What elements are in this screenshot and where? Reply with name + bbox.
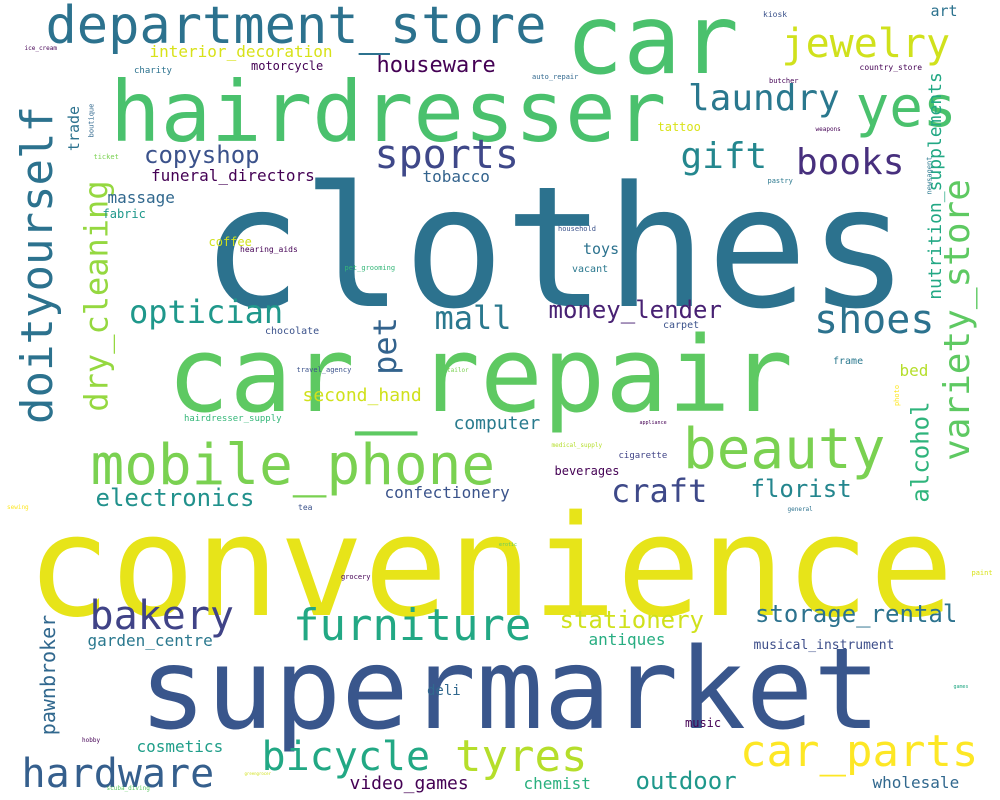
word-toys: toys [583, 239, 620, 258]
word-video-games: video_games [349, 773, 469, 794]
word-games: games [953, 683, 969, 690]
word-art: art [930, 1, 958, 20]
word-pastry: pastry [767, 176, 793, 185]
word-interior-decoration: interior_decoration [149, 42, 333, 61]
word-pet: pet [365, 317, 404, 375]
word-scuba-diving: scuba_diving [106, 785, 150, 792]
word-tobacco: tobacco [422, 167, 490, 186]
word-jewelry: jewelry [781, 21, 951, 67]
word-garden-centre: garden_centre [87, 631, 213, 650]
word-household: household [558, 224, 596, 233]
word-houseware: houseware [376, 53, 496, 78]
word-tattoo: tattoo [657, 120, 701, 134]
word-computer: computer [453, 413, 541, 434]
word-sewing: sewing [7, 504, 29, 511]
word-mobile-phone: mobile_phone [90, 433, 496, 498]
word-frame: frame [833, 356, 864, 367]
word-shoes: shoes [814, 297, 935, 343]
word-doityourself: doityourself [11, 106, 63, 424]
word-trade: trade [64, 105, 83, 151]
word-chocolate: chocolate [265, 326, 320, 337]
word-carpet: carpet [663, 320, 700, 331]
word-beauty: beauty [683, 417, 886, 482]
word-musical-instrument: musical_instrument [753, 637, 895, 653]
word-boutique: boutique [87, 103, 96, 137]
word-pet-grooming: pet_grooming [344, 263, 396, 272]
word-tyres: tyres [455, 731, 588, 782]
word-alcohol: alcohol [906, 401, 935, 503]
word-car-repair: car_repair [167, 314, 794, 436]
word-outdoor: outdoor [635, 767, 737, 795]
word-gift: gift [680, 136, 768, 177]
word-copyshop: copyshop [144, 141, 260, 169]
word-tea: tea [298, 503, 313, 512]
word-vacant: vacant [572, 264, 609, 275]
word-cosmetics: cosmetics [136, 737, 224, 756]
word-photo: photo [892, 384, 901, 406]
word-bed: bed [899, 361, 929, 380]
word-car-parts: car_parts [740, 726, 979, 777]
word-greengrocer: greengrocer [244, 771, 272, 776]
word-wholesale: wholesale [872, 773, 960, 792]
word-storage-rental: storage_rental [755, 600, 958, 628]
word-mall: mall [434, 299, 512, 337]
word-hobby: hobby [82, 737, 101, 744]
word-hearing-aids: hearing_aids [240, 245, 298, 254]
word-convenience: convenience [26, 486, 954, 649]
word-butcher: butcher [769, 76, 799, 85]
word-hairdresser: hairdresser [110, 63, 667, 161]
word-music: music [685, 716, 722, 730]
word-fabric: fabric [102, 207, 146, 221]
word-florist: florist [750, 475, 852, 503]
word-newsagent: newsagent [925, 156, 934, 194]
word-tailor: tailor [447, 367, 469, 374]
word-country-store: country_store [859, 63, 923, 72]
word-money-lender: money_lender [548, 296, 722, 324]
word-department-store: department_store [45, 0, 547, 56]
word-bicycle: bicycle [261, 734, 431, 780]
word-medical-supply: medical_supply [551, 442, 603, 449]
word-general: general [787, 506, 813, 513]
word-sports: sports [374, 132, 520, 178]
word-paint: paint [971, 568, 993, 577]
word-deli: deli [427, 683, 461, 699]
word-coffee: coffee [208, 235, 252, 249]
word-chemist: chemist [523, 774, 591, 793]
word-furniture: furniture [293, 600, 532, 651]
word-charity: charity [134, 65, 172, 76]
word-clothes: clothes [201, 150, 910, 346]
word-hardware: hardware [21, 751, 215, 797]
word-funeral-directors: funeral_directors [151, 166, 315, 185]
word-hairdresser-supply: hairdresser_supply [184, 413, 282, 424]
word-laundry: laundry [688, 78, 840, 119]
word-electronics: electronics [95, 484, 255, 512]
word-kiosk: kiosk [763, 10, 788, 19]
word-confectionery: confectionery [384, 483, 510, 502]
word-books: books [796, 142, 905, 183]
word-bakery: bakery [89, 593, 235, 639]
word-erotic: erotic [499, 541, 518, 548]
word-appliance: appliance [639, 419, 667, 426]
word-car: car [565, 0, 739, 96]
word-second-hand: second_hand [302, 385, 422, 406]
word-pawnbroker: pawnbroker [36, 614, 61, 736]
word-massage: massage [107, 188, 175, 207]
word-grocery: grocery [341, 572, 371, 581]
word-beverages: beverages [554, 464, 620, 478]
word-travel-agency: travel_agency [296, 365, 352, 374]
word-cigarette: cigarette [618, 450, 668, 461]
word-ticket: ticket [93, 152, 119, 161]
word-stationery: stationery [559, 606, 705, 634]
word-ice-cream: ice_cream [24, 45, 58, 52]
word-motorcycle: motorcycle [251, 59, 324, 73]
word-weapons: weapons [815, 126, 841, 133]
word-antiques: antiques [588, 630, 666, 649]
word-optician: optician [129, 293, 284, 331]
word-yes: yes [855, 75, 957, 140]
word-craft: craft [611, 472, 708, 510]
word-auto-repair: auto_repair [532, 72, 579, 81]
word-supermarket: supermarket [139, 625, 881, 755]
